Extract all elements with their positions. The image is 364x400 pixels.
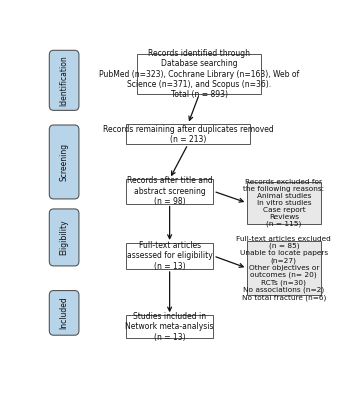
- Bar: [247, 182, 321, 224]
- Text: Screening: Screening: [60, 143, 69, 181]
- Text: Records remaining after duplicates removed
(n = 213): Records remaining after duplicates remov…: [103, 124, 273, 144]
- Text: Full-text articles
assessed for eligibility
(n = 13): Full-text articles assessed for eligibil…: [127, 241, 213, 271]
- Bar: [126, 179, 213, 204]
- Bar: [137, 54, 261, 94]
- Bar: [126, 243, 213, 269]
- Bar: [126, 124, 250, 144]
- Bar: [126, 315, 213, 338]
- Bar: [247, 241, 321, 295]
- FancyBboxPatch shape: [49, 50, 79, 110]
- Text: Records excluded for
the following reasons:
Animal studies
In vitro studies
Case: Records excluded for the following reaso…: [243, 179, 324, 227]
- Text: Full-text articles excluded
(n = 85)
Unable to locate papers
(n=27)
Other object: Full-text articles excluded (n = 85) Una…: [237, 236, 331, 301]
- FancyBboxPatch shape: [49, 209, 79, 266]
- Text: Records identified through
Database searching
PubMed (n=323), Cochrane Library (: Records identified through Database sear…: [99, 49, 299, 100]
- Text: Included: Included: [60, 296, 69, 329]
- Text: Records after title and
abstract screening
(n = 98): Records after title and abstract screeni…: [127, 176, 213, 206]
- Text: Identification: Identification: [60, 55, 69, 106]
- FancyBboxPatch shape: [49, 125, 79, 199]
- Text: Studies included in
Network meta-analysis
(n = 13): Studies included in Network meta-analysi…: [125, 312, 214, 342]
- Text: Eligibility: Eligibility: [60, 220, 69, 255]
- FancyBboxPatch shape: [49, 290, 79, 335]
